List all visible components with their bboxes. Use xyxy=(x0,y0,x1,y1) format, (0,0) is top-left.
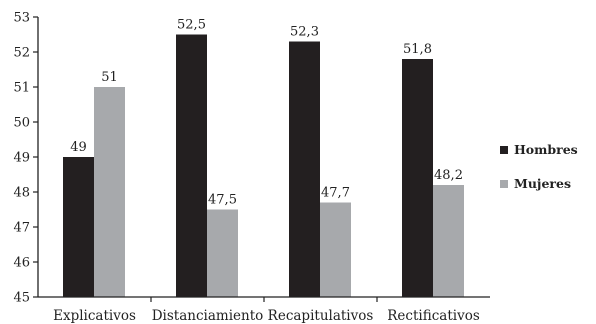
y-tick-label: 52 xyxy=(13,46,30,61)
data-labels: 49 51 52,5 47,5 52,3 47,7 51,8 48,2 xyxy=(70,18,463,208)
x-tick-label: Rectificativos xyxy=(387,308,480,324)
y-tick-label: 53 xyxy=(13,11,30,26)
data-label: 49 xyxy=(70,140,87,155)
legend-swatch-hombres xyxy=(500,146,508,154)
data-label: 52,5 xyxy=(177,18,206,33)
y-tick-label: 51 xyxy=(13,81,30,96)
legend-swatch-mujeres xyxy=(500,180,508,188)
data-label: 47,5 xyxy=(208,193,237,208)
bar-hombres-explicativos xyxy=(63,157,94,297)
y-tick-label: 45 xyxy=(13,291,30,306)
y-axis-ticks: 45 46 47 48 49 50 51 52 53 xyxy=(13,11,38,306)
bar-mujeres-distanciamiento xyxy=(207,209,238,297)
bar-hombres-recapitulativos xyxy=(289,41,320,297)
bar-hombres-rectificativos xyxy=(402,59,433,297)
data-label: 51 xyxy=(101,70,118,85)
y-tick-label: 48 xyxy=(13,186,30,201)
bars xyxy=(63,34,464,297)
y-tick-label: 50 xyxy=(13,116,30,131)
axes xyxy=(37,17,490,302)
data-label: 51,8 xyxy=(403,42,432,57)
bar-mujeres-rectificativos xyxy=(433,185,464,297)
bar-mujeres-explicativos xyxy=(94,87,125,297)
legend: Hombres Mujeres xyxy=(500,142,578,191)
bar-mujeres-recapitulativos xyxy=(320,202,351,297)
data-label: 52,3 xyxy=(290,25,319,40)
y-tick-label: 49 xyxy=(13,151,30,166)
data-label: 47,7 xyxy=(321,186,350,201)
y-tick-label: 47 xyxy=(13,221,30,236)
x-axis-labels: Explicativos Distanciamiento Recapitulativ… xyxy=(53,308,480,324)
bar-hombres-distanciamiento xyxy=(176,34,207,297)
x-tick-label: Distanciamiento xyxy=(152,308,264,324)
y-tick-label: 46 xyxy=(13,256,30,271)
legend-label-hombres: Hombres xyxy=(514,142,578,157)
legend-label-mujeres: Mujeres xyxy=(514,176,571,191)
data-label: 48,2 xyxy=(434,168,463,183)
x-tick-label: Recapitulativos xyxy=(268,308,374,324)
x-tick-label: Explicativos xyxy=(53,308,136,324)
